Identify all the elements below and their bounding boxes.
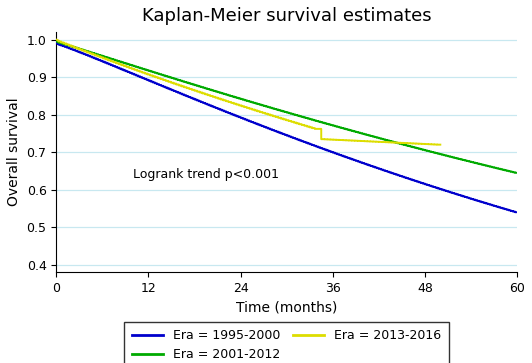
X-axis label: Time (months): Time (months) (236, 301, 337, 314)
Y-axis label: Overall survival: Overall survival (7, 98, 21, 207)
Legend: Era = 1995-2000, Era = 2001-2012, Era = 2013-2016: Era = 1995-2000, Era = 2001-2012, Era = … (124, 322, 449, 363)
Text: Logrank trend p<0.001: Logrank trend p<0.001 (133, 168, 279, 182)
Title: Kaplan-Meier survival estimates: Kaplan-Meier survival estimates (142, 7, 431, 25)
